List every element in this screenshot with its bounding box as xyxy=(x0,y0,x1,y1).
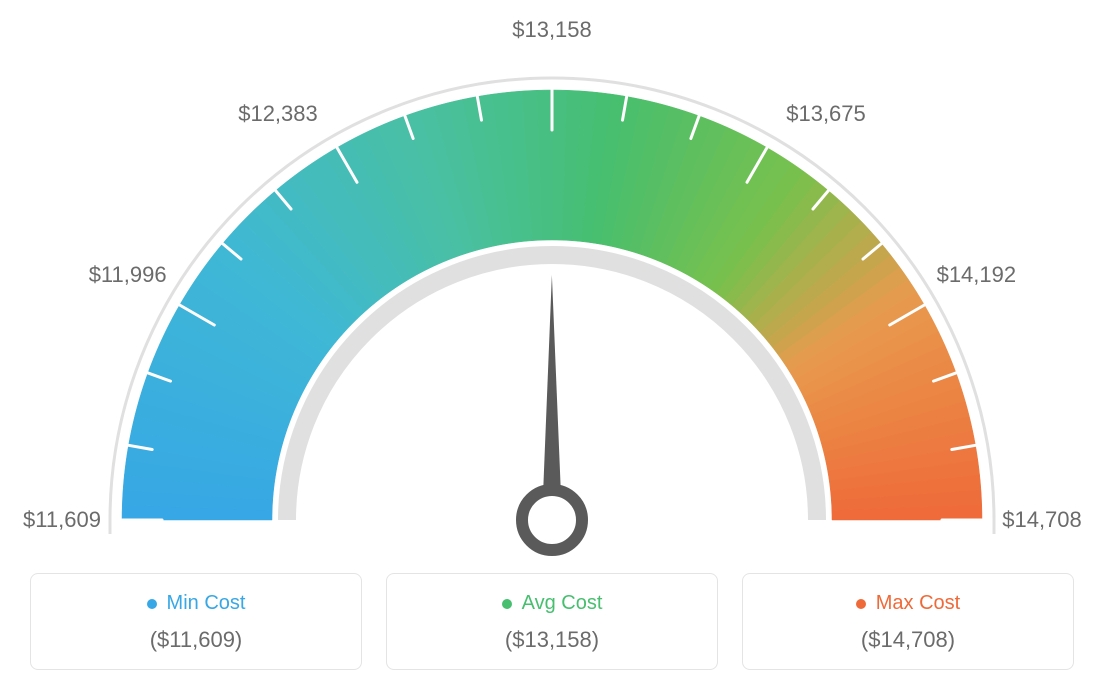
legend-title-min: Min Cost xyxy=(147,592,246,615)
legend-card-max: Max Cost ($14,708) xyxy=(742,573,1074,670)
gauge-needle xyxy=(542,275,562,520)
gauge-tick-label: $14,192 xyxy=(937,262,1017,288)
gauge-chart: $11,609 $11,996 $12,383 $13,158 $13,675 $14,1… xyxy=(0,0,1104,570)
dot-icon xyxy=(147,599,157,609)
legend-label: Max Cost xyxy=(876,592,960,615)
legend-value-min: ($11,609) xyxy=(41,627,351,653)
legend-card-min: Min Cost ($11,609) xyxy=(30,573,362,670)
legend-label: Avg Cost xyxy=(522,592,603,615)
gauge-hub xyxy=(522,490,582,550)
legend-value-avg: ($13,158) xyxy=(397,627,707,653)
legend-value-max: ($14,708) xyxy=(753,627,1063,653)
gauge-tick-label: $13,158 xyxy=(512,17,592,43)
gauge-tick-label: $11,996 xyxy=(89,262,167,288)
dot-icon xyxy=(502,599,512,609)
legend-title-max: Max Cost xyxy=(856,592,960,615)
legend-row: Min Cost ($11,609) Avg Cost ($13,158) Ma… xyxy=(0,573,1104,670)
gauge-tick-label: $11,609 xyxy=(23,507,101,533)
gauge-tick-label: $14,708 xyxy=(1002,507,1082,533)
gauge-tick-label: $13,675 xyxy=(786,101,866,127)
legend-card-avg: Avg Cost ($13,158) xyxy=(386,573,718,670)
gauge-tick-label: $12,383 xyxy=(238,101,318,127)
legend-label: Min Cost xyxy=(167,592,246,615)
dot-icon xyxy=(856,599,866,609)
legend-title-avg: Avg Cost xyxy=(502,592,603,615)
